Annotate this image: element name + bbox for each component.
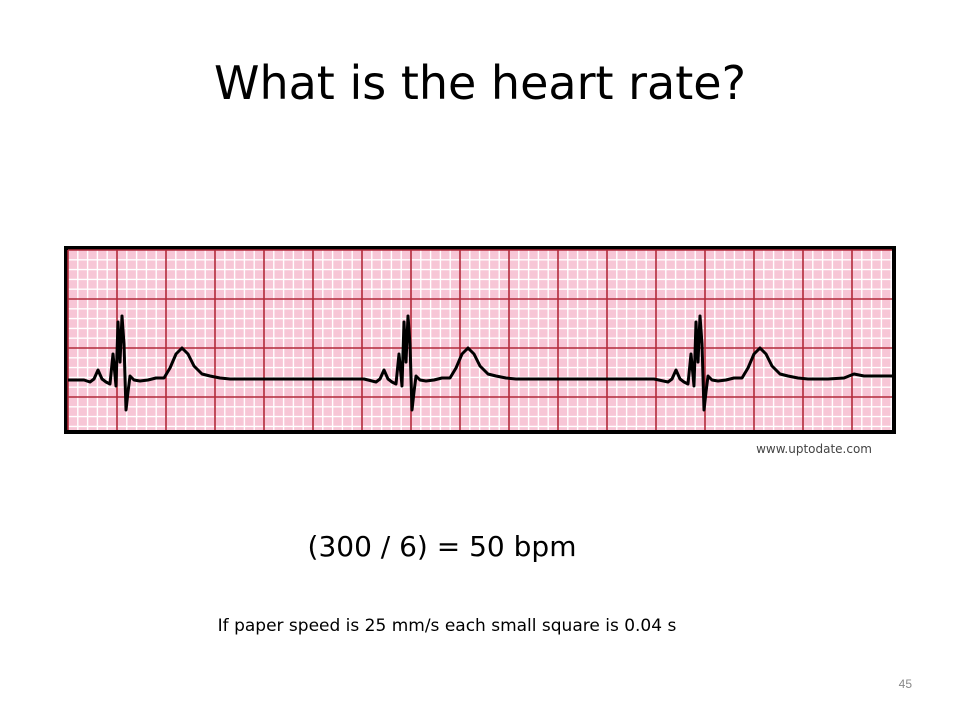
page-number: 45 [898, 677, 912, 691]
ecg-rhythm-strip [67, 249, 892, 430]
heart-rate-formula: (300 / 6) = 50 bpm [307, 530, 577, 563]
slide-title: What is the heart rate? [213, 56, 747, 110]
ecg-minor-grid [68, 250, 892, 430]
paper-speed-note: If paper speed is 25 mm/s each small squ… [217, 616, 677, 636]
image-source-credit: www.uptodate.com [756, 442, 872, 456]
ecg-strip-image [64, 246, 896, 434]
ecg-trace [68, 314, 892, 412]
